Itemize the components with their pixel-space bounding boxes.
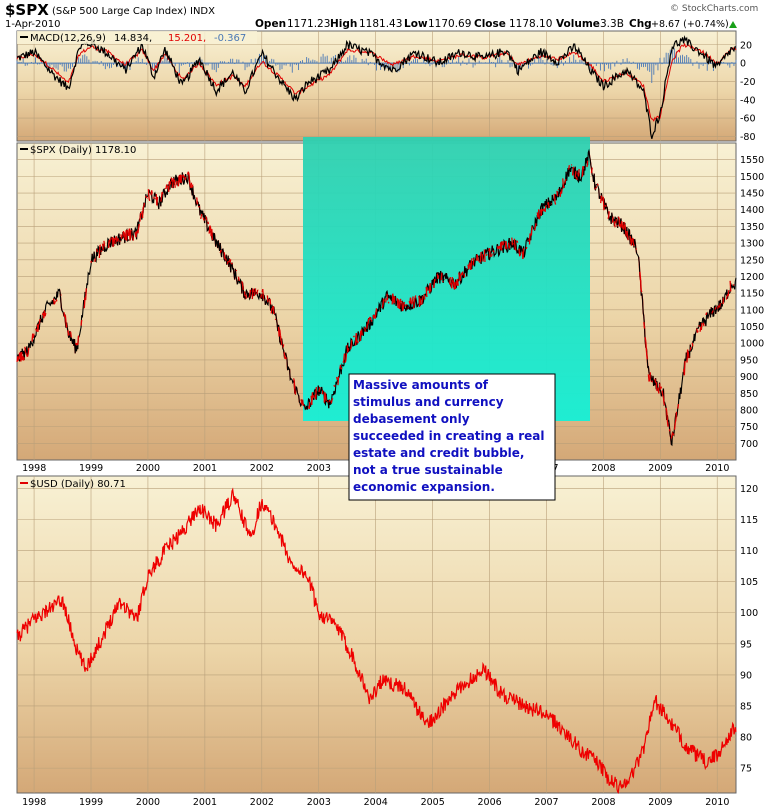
x-tick-label: 2005	[421, 797, 445, 808]
y-tick-label: 20	[740, 40, 752, 51]
y-tick-label: 115	[740, 515, 758, 526]
y-tick-label: 90	[740, 670, 752, 681]
usd-price-series	[16, 487, 737, 795]
x-tick-label: 2006	[478, 797, 502, 808]
y-tick-label: 105	[740, 577, 758, 588]
open-value: 1171.23	[287, 18, 330, 30]
y-tick-label: 1400	[740, 205, 764, 216]
y-tick-label: 800	[740, 405, 758, 416]
x-tick-label: 2000	[136, 463, 160, 474]
x-tick-label: 1999	[79, 463, 103, 474]
close-label: Close	[474, 18, 506, 30]
open-label: Open	[255, 18, 286, 30]
x-tick-label: 2000	[136, 797, 160, 808]
x-tick-label: 2001	[193, 463, 217, 474]
high-value: 1181.43	[359, 18, 402, 30]
usd-legend-label: $USD (Daily) 80.71	[30, 479, 126, 490]
y-tick-label: 900	[740, 372, 758, 383]
y-tick-label: 1100	[740, 305, 764, 316]
x-tick-label: 2003	[307, 463, 331, 474]
low-value: 1170.69	[428, 18, 471, 30]
x-tick-label: 2008	[591, 463, 615, 474]
x-tick-label: 2007	[534, 797, 558, 808]
y-tick-label: 1150	[740, 289, 764, 300]
y-tick-label: 950	[740, 355, 758, 366]
usd-x-axis: 1998 1999 2000 2001 2002 2003 2004 2005 2006 2007…	[22, 797, 729, 808]
exchange-label: INDX	[190, 6, 215, 17]
x-tick-label: 2010	[705, 463, 729, 474]
y-tick-label: 1200	[740, 272, 764, 283]
macd-legend-label: MACD(12,26,9)	[30, 33, 106, 44]
y-tick-label: 120	[740, 484, 758, 495]
low-label: Low	[404, 18, 428, 30]
x-tick-label: 2002	[250, 797, 274, 808]
y-tick-label: 85	[740, 701, 752, 712]
y-tick-label: -20	[740, 77, 756, 88]
y-tick-label: 1550	[740, 155, 764, 166]
y-tick-label: 100	[740, 608, 758, 619]
chg-up-arrow-icon	[729, 21, 737, 28]
usd-panel-bg	[16, 475, 737, 794]
x-tick-label: 1998	[22, 463, 46, 474]
volume-label: Volume	[556, 18, 600, 30]
macd-series	[16, 35, 736, 139]
volume-value: 3.3B	[600, 18, 624, 30]
symbol-title: $SPX	[5, 1, 49, 19]
annotation-line: debasement only	[353, 412, 470, 426]
y-tick-label: 1000	[740, 339, 764, 350]
y-tick-label: 0	[740, 59, 746, 70]
macd-legend-signal: 15.201,	[168, 33, 206, 44]
close-value: 1178.10	[509, 18, 552, 30]
annotation-line: succeeded in creating a real	[353, 429, 545, 443]
y-tick-label: 750	[740, 422, 758, 433]
y-tick-label: 700	[740, 439, 758, 450]
y-tick-label: 110	[740, 546, 758, 557]
x-tick-label: 2008	[591, 797, 615, 808]
y-tick-label: -80	[740, 132, 756, 143]
x-tick-label: 2003	[307, 797, 331, 808]
macd-panel-bg	[16, 30, 737, 142]
y-tick-label: 1500	[740, 172, 764, 183]
x-tick-label: 2009	[648, 797, 672, 808]
chg-label: Chg	[629, 18, 652, 30]
spx-legend-label: $SPX (Daily) 1178.10	[30, 145, 136, 156]
y-tick-label: -40	[740, 95, 756, 106]
y-tick-label: 1250	[740, 255, 764, 266]
annotation-line: Massive amounts of	[353, 378, 489, 392]
chart-header: $SPX (S&P 500 Large Cap Index) INDX 1-Ap…	[5, 1, 758, 30]
y-tick-label: 75	[740, 764, 752, 775]
y-tick-label: -60	[740, 114, 756, 125]
annotation-line: economic expansion.	[353, 480, 495, 494]
x-tick-label: 1998	[22, 797, 46, 808]
watermark: © StockCharts.com	[670, 4, 758, 14]
y-tick-label: 1050	[740, 322, 764, 333]
high-label: High	[330, 18, 357, 30]
chg-value: +8.67 (+0.74%)	[651, 19, 729, 30]
x-tick-label: 1999	[79, 797, 103, 808]
macd-legend-value: 14.834,	[114, 33, 152, 44]
y-tick-label: 95	[740, 639, 752, 650]
macd-signal-series	[16, 42, 737, 122]
annotation-line: estate and credit bubble,	[353, 446, 525, 460]
x-tick-label: 2010	[705, 797, 729, 808]
y-tick-label: 850	[740, 389, 758, 400]
usd-panel: 120 115 110 105 100 95 90 85 80 75 $USD (Daily) 8…	[16, 475, 758, 795]
y-tick-label: 80	[740, 733, 752, 744]
y-tick-label: 1450	[740, 189, 764, 200]
annotation-line: not a true sustainable	[353, 463, 503, 477]
macd-legend-hist: -0.367	[214, 33, 246, 44]
index-name: (S&P 500 Large Cap Index)	[52, 6, 187, 17]
x-tick-label: 2009	[648, 463, 672, 474]
x-tick-label: 2002	[250, 463, 274, 474]
annotation-box-bg	[348, 373, 556, 501]
annotation-line: stimulus and currency	[353, 395, 504, 409]
chart-date: 1-Apr-2010	[5, 19, 60, 30]
x-tick-label: 2004	[364, 797, 388, 808]
macd-panel: 20 0 -20 -40 -60 -80 MACD(12,26,9) 14.834, 15…	[16, 30, 756, 143]
y-tick-label: 1350	[740, 222, 764, 233]
y-tick-label: 1300	[740, 239, 764, 250]
annotation-box: Massive amounts of stimulus and currency…	[348, 373, 556, 501]
x-tick-label: 2001	[193, 797, 217, 808]
